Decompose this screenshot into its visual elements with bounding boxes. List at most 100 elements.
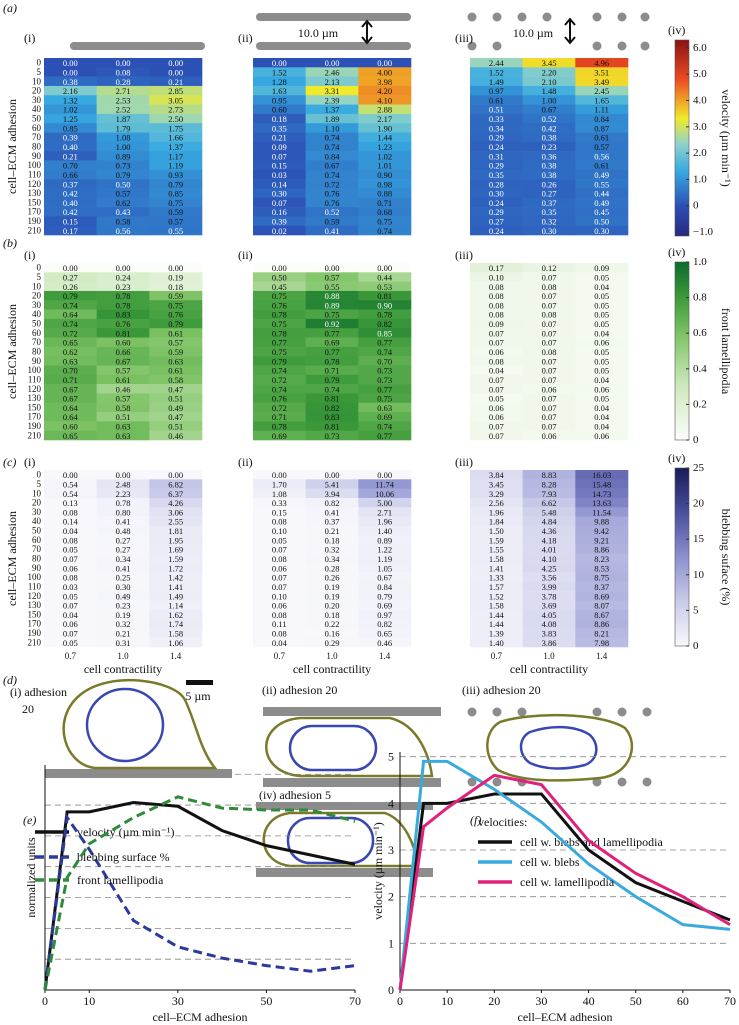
diagram-title: (ii) adhesion 20: [262, 683, 337, 697]
heatmap-cell: [149, 374, 203, 385]
heatmap-cell: [253, 412, 306, 422]
heatmap-cell: [358, 384, 412, 394]
heatmap-cell: [358, 85, 412, 96]
heatmap-cell: [358, 67, 412, 77]
cell-label: 0.07: [542, 412, 557, 422]
y-tick-label: 40: [32, 516, 42, 526]
heatmap-cell: [253, 197, 306, 208]
heatmap-cell: [522, 160, 576, 171]
cell-label: 0.35: [272, 123, 287, 133]
cell-label: 0.08: [272, 554, 287, 564]
subpanel-label: (ii): [238, 248, 253, 262]
cell-label: 0.74: [325, 384, 341, 394]
cell-label: 0.47: [168, 384, 183, 394]
x-tick-label: 1.0: [117, 651, 129, 661]
x-axis-label: cell–ECM adhesion: [153, 1010, 248, 1024]
cell-label: 0.74: [377, 226, 393, 236]
cell-label: 0.75: [272, 347, 287, 357]
colorbar-label: blebbing suface (%): [719, 509, 733, 606]
cell-label: 0.56: [116, 226, 131, 236]
y-tick-label: 190: [28, 628, 42, 638]
cell-label: 0.09: [489, 319, 504, 329]
cell-label: 0.89: [325, 300, 340, 310]
cell-label: 0.15: [272, 507, 287, 517]
cell-label: 0.10: [272, 526, 287, 536]
cell-label: 0.05: [594, 347, 609, 357]
heatmap-cell: [358, 430, 412, 441]
heatmap-cell: [96, 535, 150, 545]
cell-label: 0.74: [325, 142, 341, 152]
cell-label: 1.84: [489, 517, 505, 527]
heatmap-cell: [305, 421, 359, 431]
heatmap-cell: [575, 628, 629, 638]
cell-label: 0.42: [542, 123, 557, 133]
cell-label: 0.55: [325, 282, 340, 292]
heatmap-cell: [522, 95, 576, 105]
cell-label: 0.38: [542, 161, 557, 171]
annotation: 10.0 µm: [513, 26, 554, 40]
heatmap-cell: [44, 628, 97, 638]
heatmap-cell: [575, 356, 629, 366]
heatmap-cell: [149, 216, 203, 226]
cell-label: 0.76: [168, 310, 183, 320]
y-axis-label: cell–ECM adhesion: [5, 304, 19, 399]
cell-label: 0.97: [489, 86, 504, 96]
heatmap-cell: [358, 132, 412, 143]
cell-label: 0.00: [168, 263, 183, 273]
heatmap-cell: [575, 272, 629, 282]
cell-label: 0.49: [168, 403, 183, 413]
heatmap-cell: [575, 67, 629, 77]
heatmap-cell: [96, 609, 150, 620]
cell-label: 0.76: [272, 394, 287, 404]
heatmap-cell: [253, 113, 306, 124]
cell-label: 1.48: [542, 86, 557, 96]
heatmap-cell: [470, 430, 523, 441]
heatmap-cell: [253, 95, 306, 105]
y-tick-label: 90: [32, 356, 42, 366]
y-tick-label: 30: [32, 300, 42, 310]
cell-label: 5.00: [377, 498, 392, 508]
heatmap-cell: [305, 479, 359, 489]
cell-label: 1.41: [489, 563, 504, 573]
dots: [467, 12, 650, 51]
heatmap-cell: [44, 507, 97, 517]
heatmap-cell: [470, 328, 523, 338]
heatmap-cell: [575, 85, 629, 96]
cell-label: 0.57: [116, 366, 131, 376]
cell-label: 0.49: [116, 591, 131, 601]
wall: [263, 707, 441, 716]
heatmap-cell: [253, 132, 306, 143]
heatmap-cell: [358, 591, 412, 601]
cell-label: 0.79: [116, 170, 131, 180]
heatmap-cell: [358, 356, 412, 366]
cell-label: 1.40: [377, 526, 392, 536]
heatmap-cell: [44, 197, 97, 208]
colorbar-tick-label: 0.8: [693, 292, 707, 304]
cell-label: 0.65: [63, 431, 78, 441]
heatmap-cell: [522, 104, 576, 115]
cell-label: 3.69: [542, 601, 557, 611]
heatmap-cell: [305, 197, 359, 208]
heatmap-cell: [358, 516, 412, 527]
cell-label: 0.29: [489, 207, 504, 217]
series-line: [398, 792, 731, 991]
heatmap-cell: [96, 572, 150, 583]
heatmap-cell: [44, 318, 97, 329]
cell-label: 0.58: [116, 217, 131, 227]
cell-label: 1.10: [325, 123, 340, 133]
heatmap-cell: [358, 600, 412, 611]
cell-label: 0.05: [594, 356, 609, 366]
heatmap-cell: [470, 563, 523, 573]
heatmap-cell: [470, 365, 523, 376]
cell-label: 0.00: [272, 263, 287, 273]
heatmap-cell: [44, 384, 97, 394]
cell-label: 0.08: [489, 300, 504, 310]
heatmap-cell: [44, 58, 97, 68]
x-tick-label: 1.4: [170, 651, 182, 661]
heatmap-cell: [575, 207, 629, 217]
cell-label: 0.29: [489, 161, 504, 171]
heatmap-cell: [358, 123, 412, 133]
heatmap-cell: [522, 290, 576, 301]
cell-label: 0.67: [542, 105, 557, 115]
colorbar-tick-label: 0.6: [693, 327, 707, 339]
